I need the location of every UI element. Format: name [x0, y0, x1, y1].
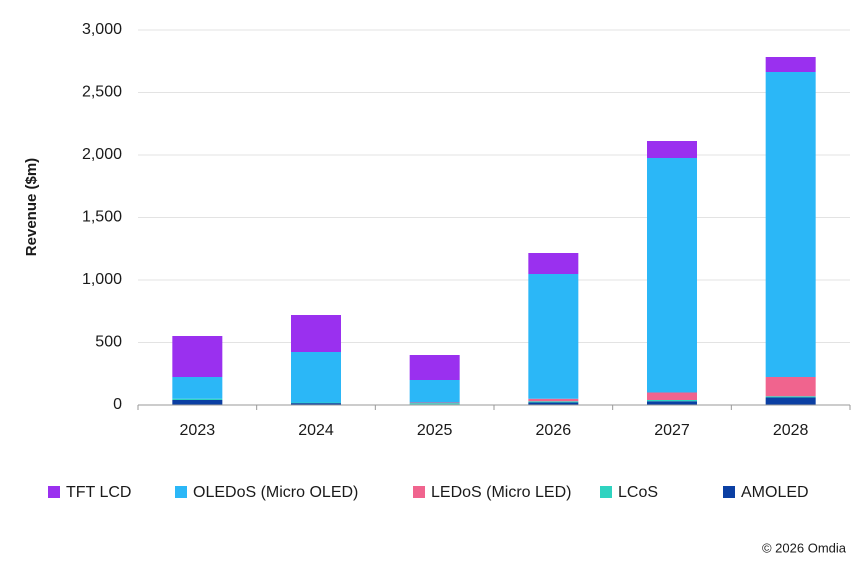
legend-swatch — [48, 486, 60, 498]
bar-segment — [647, 400, 697, 402]
legend-label: AMOLED — [741, 484, 809, 501]
bar-segment — [765, 397, 816, 405]
legend-swatch — [413, 486, 425, 498]
legend-label: LCoS — [618, 484, 658, 501]
y-tick-label: 2,000 — [82, 146, 122, 163]
bar-segment — [528, 274, 579, 399]
x-tick-label: 2028 — [773, 422, 809, 439]
legend-label: LEDoS (Micro LED) — [431, 484, 571, 501]
y-tick-label: 1,000 — [82, 271, 122, 288]
x-tick-label: 2023 — [180, 422, 216, 439]
bar-segment — [409, 403, 460, 405]
bar-segment — [647, 141, 697, 158]
x-tick-label: 2027 — [654, 422, 690, 439]
y-tick-label: 2,500 — [82, 84, 122, 101]
legend-swatch — [600, 486, 612, 498]
legend-swatch — [175, 486, 187, 498]
bar-segment — [765, 57, 816, 72]
bar-segment — [291, 402, 341, 404]
bar-segment — [647, 158, 697, 393]
y-tick-label: 1,500 — [82, 209, 122, 226]
footnote: © 2026 Omdia — [762, 540, 847, 555]
bar-segment — [172, 398, 223, 400]
y-tick-label: 0 — [113, 396, 122, 413]
bar-segment — [647, 392, 697, 400]
y-tick-label: 3,000 — [82, 21, 122, 38]
bar-segment — [528, 398, 579, 402]
legend-swatch — [723, 486, 735, 498]
bar-segment — [172, 377, 223, 399]
x-tick-label: 2024 — [298, 422, 334, 439]
bar-segment — [528, 401, 579, 403]
y-axis-label: Revenue ($m) — [23, 158, 40, 256]
legend-label: TFT LCD — [66, 484, 131, 501]
bar-segment — [765, 72, 816, 377]
x-tick-label: 2026 — [536, 422, 572, 439]
bar-segment — [172, 400, 223, 405]
legend-label: OLEDoS (Micro OLED) — [193, 484, 358, 501]
bar-segment — [528, 253, 579, 274]
bar-segment — [409, 355, 460, 380]
bar-segment — [409, 380, 460, 403]
bar-segment — [765, 377, 816, 397]
bar-segment — [172, 336, 223, 377]
bar-segment — [647, 401, 697, 405]
y-tick-label: 500 — [95, 334, 122, 351]
bar-segment — [291, 315, 341, 352]
bar-segment — [291, 352, 341, 403]
bar-segment — [291, 403, 341, 405]
bar-segment — [528, 402, 579, 405]
bar-segment — [765, 396, 816, 398]
x-tick-label: 2025 — [417, 422, 453, 439]
bar-segment — [409, 402, 460, 404]
